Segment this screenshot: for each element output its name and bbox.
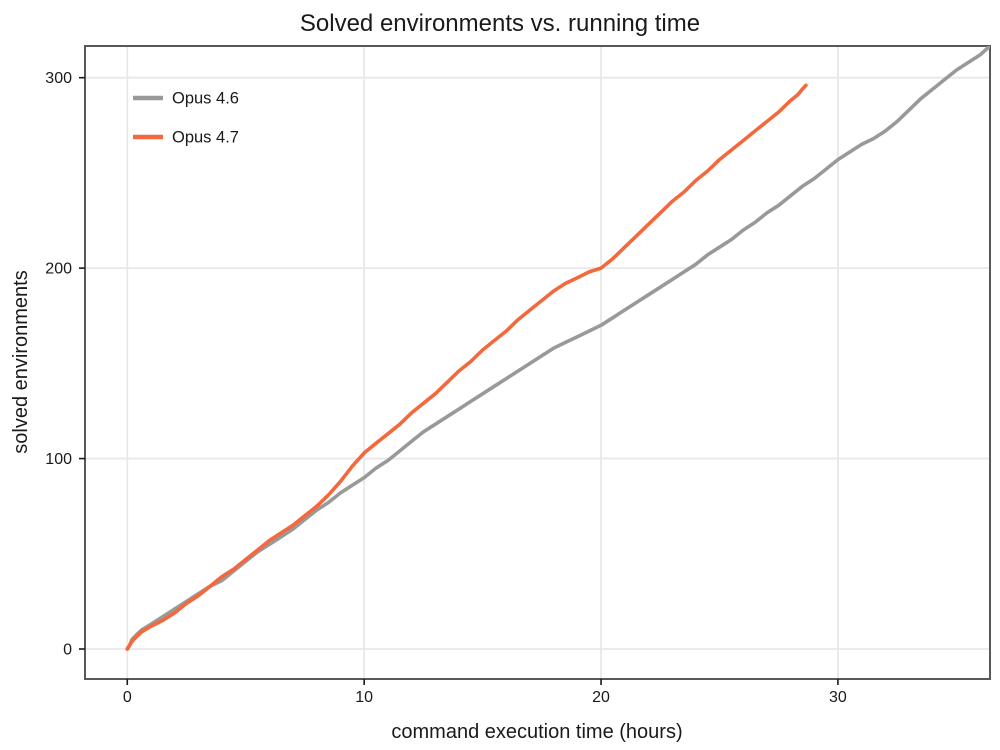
legend-entry-opus-4.6: Opus 4.6: [133, 90, 239, 108]
legend: Opus 4.6 Opus 4.7: [133, 90, 239, 147]
series-line-opus-4.7: [125, 83, 808, 651]
y-tick-label-0: 0: [63, 642, 72, 659]
legend-label: Opus 4.7: [172, 129, 239, 147]
x-tick-label-0: 0: [123, 689, 132, 706]
x-tick-label-20: 20: [592, 689, 610, 706]
legend-entry-opus-4.7: Opus 4.7: [133, 129, 239, 147]
x-tick-label-10: 10: [355, 689, 373, 706]
x-tick-label-30: 30: [829, 689, 847, 706]
legend-label: Opus 4.6: [172, 90, 239, 108]
series-lines: [125, 46, 990, 651]
x-axis-label: command execution time (hours): [391, 721, 682, 743]
plot-border: [84, 45, 991, 680]
y-tick-label-200: 200: [45, 261, 72, 278]
gridlines: [85, 46, 990, 679]
y-axis-label: solved environments: [10, 270, 32, 453]
chart-title: Solved environments vs. running time: [300, 10, 700, 37]
y-tick-label-100: 100: [45, 451, 72, 468]
axis-ticks: [79, 76, 839, 685]
y-tick-label-300: 300: [45, 70, 72, 87]
